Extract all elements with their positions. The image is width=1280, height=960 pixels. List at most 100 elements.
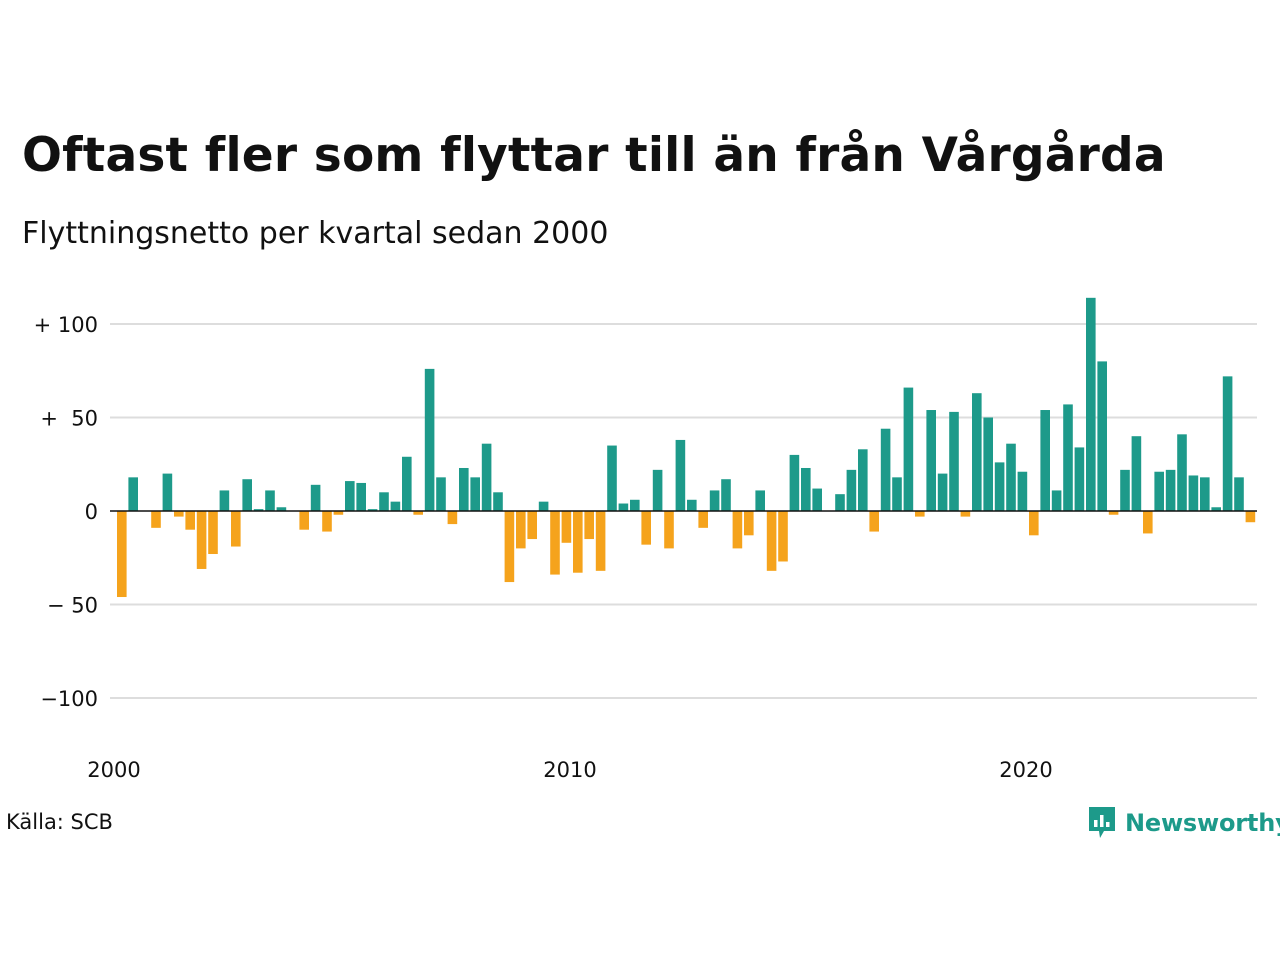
bar <box>869 511 879 532</box>
y-tick-label: + 100 <box>34 313 98 337</box>
bar <box>812 488 822 511</box>
bar <box>459 467 469 511</box>
bar <box>1029 511 1039 536</box>
bar <box>128 477 138 511</box>
bar <box>972 393 982 511</box>
source-note: Källa: SCB <box>6 810 113 834</box>
bar <box>1165 469 1176 511</box>
brand-name: Newsworthy <box>1125 809 1280 837</box>
x-tick-label: 2000 <box>87 758 140 782</box>
bar <box>379 492 389 511</box>
bar <box>858 449 868 511</box>
bar <box>390 501 401 511</box>
bar <box>1131 436 1142 511</box>
x-tick-label: 2020 <box>999 758 1052 782</box>
bar <box>607 445 617 511</box>
bar <box>1063 404 1073 511</box>
bar <box>846 469 857 511</box>
bar <box>516 511 526 549</box>
bar <box>424 368 435 511</box>
bar <box>1234 477 1244 511</box>
bar <box>801 467 811 511</box>
bar <box>413 511 423 515</box>
bar <box>675 439 686 511</box>
bar <box>789 454 800 511</box>
bars <box>117 297 1256 598</box>
y-tick-label: + 50 <box>40 407 98 431</box>
bar <box>949 411 959 511</box>
bar <box>1245 511 1256 523</box>
bar <box>561 511 572 543</box>
bar <box>174 511 184 517</box>
x-tick-label: 2010 <box>543 758 596 782</box>
bar <box>994 462 1005 511</box>
bar <box>470 477 480 511</box>
bar <box>892 477 902 511</box>
bar <box>618 503 629 511</box>
bar <box>880 428 891 511</box>
y-tick-label: −100 <box>40 687 98 711</box>
chart-title: Oftast fler som flyttar till än från Vår… <box>22 128 1166 183</box>
bar <box>1200 477 1210 511</box>
bar <box>584 511 594 540</box>
bar <box>687 499 697 511</box>
bar <box>1222 376 1233 511</box>
bar <box>778 511 788 562</box>
bar <box>926 410 936 511</box>
bar <box>322 511 332 532</box>
bar <box>242 479 252 511</box>
bar <box>1108 511 1119 515</box>
bar <box>265 490 275 511</box>
bar <box>196 511 207 569</box>
bar <box>1017 471 1028 511</box>
bar <box>185 511 195 530</box>
bar <box>630 499 640 511</box>
bar <box>573 511 583 573</box>
bar <box>709 490 720 511</box>
y-axis-labels: + 100 + 50 0 − 50 −100 <box>34 313 98 711</box>
bar <box>299 511 309 530</box>
bar <box>436 477 446 511</box>
bar <box>698 511 708 528</box>
bar <box>755 490 765 511</box>
bar <box>937 473 948 511</box>
bar <box>310 484 321 511</box>
bar <box>538 501 549 511</box>
bar <box>356 482 366 511</box>
bar <box>1211 507 1221 511</box>
bar <box>493 492 503 511</box>
y-tick-label: − 50 <box>47 594 98 618</box>
bar <box>367 509 378 511</box>
bar <box>117 511 127 598</box>
bar <box>402 456 412 511</box>
bar <box>1086 297 1096 511</box>
bar <box>721 479 731 511</box>
bar <box>481 443 492 511</box>
bar <box>333 511 344 515</box>
bar <box>231 511 241 547</box>
bar <box>1040 410 1050 511</box>
bar <box>766 511 777 571</box>
brand-logo: Newsworthy <box>1087 803 1280 843</box>
bar <box>1051 490 1062 511</box>
bar <box>527 511 537 540</box>
newsworthy-logo-icon <box>1089 807 1115 838</box>
bar <box>915 511 925 517</box>
bar <box>744 511 754 536</box>
bar <box>652 469 663 511</box>
x-axis-labels: 2000 2010 2020 <box>87 758 1052 782</box>
bar <box>447 511 458 525</box>
bar <box>162 473 173 511</box>
bar <box>903 387 914 511</box>
bar <box>1154 471 1164 511</box>
bar <box>960 511 971 517</box>
y-tick-label: 0 <box>85 500 98 524</box>
bar <box>550 511 560 575</box>
bar <box>1074 447 1085 511</box>
bar <box>151 511 161 528</box>
bar <box>1120 469 1130 511</box>
bar <box>1177 434 1187 511</box>
chart-subtitle: Flyttningsnetto per kvartal sedan 2000 <box>22 216 609 251</box>
bar <box>983 417 993 511</box>
